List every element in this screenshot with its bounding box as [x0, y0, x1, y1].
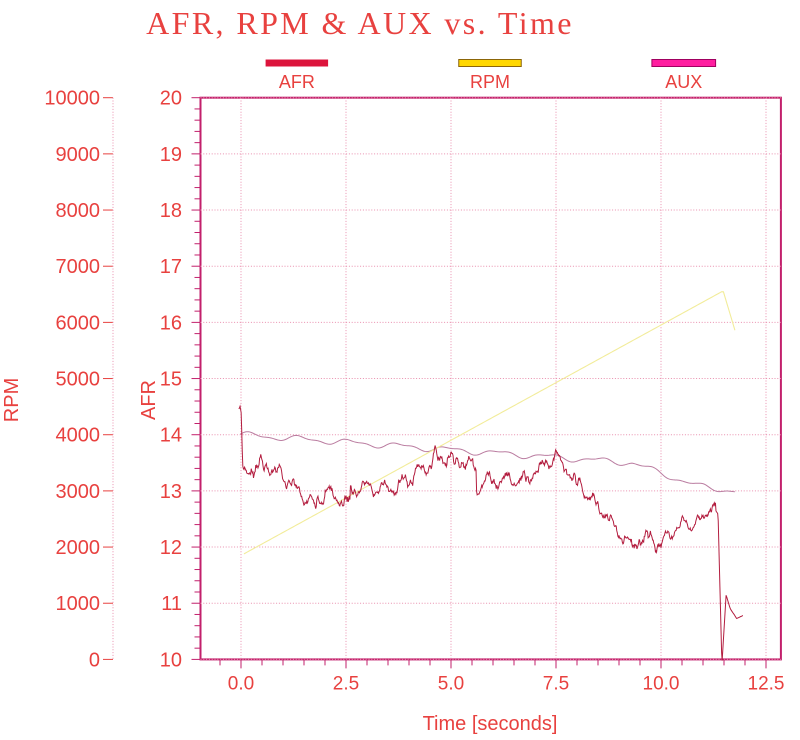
svg-text:9000: 9000	[56, 144, 101, 166]
svg-text:AUX: AUX	[665, 72, 702, 92]
svg-text:5000: 5000	[56, 369, 101, 391]
svg-text:4000: 4000	[56, 425, 101, 447]
svg-text:20: 20	[160, 88, 182, 110]
svg-text:12.5: 12.5	[748, 673, 785, 694]
svg-text:1000: 1000	[56, 593, 101, 615]
svg-text:18: 18	[160, 200, 182, 222]
svg-text:10000: 10000	[44, 88, 100, 110]
svg-text:0: 0	[89, 649, 100, 671]
svg-text:6000: 6000	[56, 312, 101, 334]
svg-text:7000: 7000	[56, 256, 101, 278]
svg-text:0.0: 0.0	[228, 673, 254, 694]
svg-text:Time [seconds]: Time [seconds]	[423, 713, 558, 735]
svg-text:16: 16	[160, 312, 182, 334]
svg-text:2000: 2000	[56, 537, 101, 559]
svg-text:14: 14	[160, 425, 182, 447]
svg-text:19: 19	[160, 144, 182, 166]
svg-text:13: 13	[160, 481, 182, 503]
svg-text:2.5: 2.5	[333, 673, 359, 694]
svg-text:17: 17	[160, 256, 182, 278]
svg-text:AFR, RPM & AUX vs. Time: AFR, RPM & AUX vs. Time	[146, 5, 574, 41]
svg-text:AFR: AFR	[138, 380, 160, 420]
svg-text:10: 10	[160, 649, 182, 671]
svg-text:AFR: AFR	[279, 72, 315, 92]
svg-text:RPM: RPM	[470, 72, 510, 92]
svg-text:3000: 3000	[56, 481, 101, 503]
svg-text:12: 12	[160, 537, 182, 559]
svg-text:11: 11	[161, 593, 182, 615]
svg-text:7.5: 7.5	[543, 673, 569, 694]
svg-text:10.0: 10.0	[643, 673, 680, 694]
svg-text:RPM: RPM	[1, 378, 23, 422]
svg-text:5.0: 5.0	[438, 673, 464, 694]
svg-text:8000: 8000	[56, 200, 101, 222]
svg-text:15: 15	[160, 369, 182, 391]
